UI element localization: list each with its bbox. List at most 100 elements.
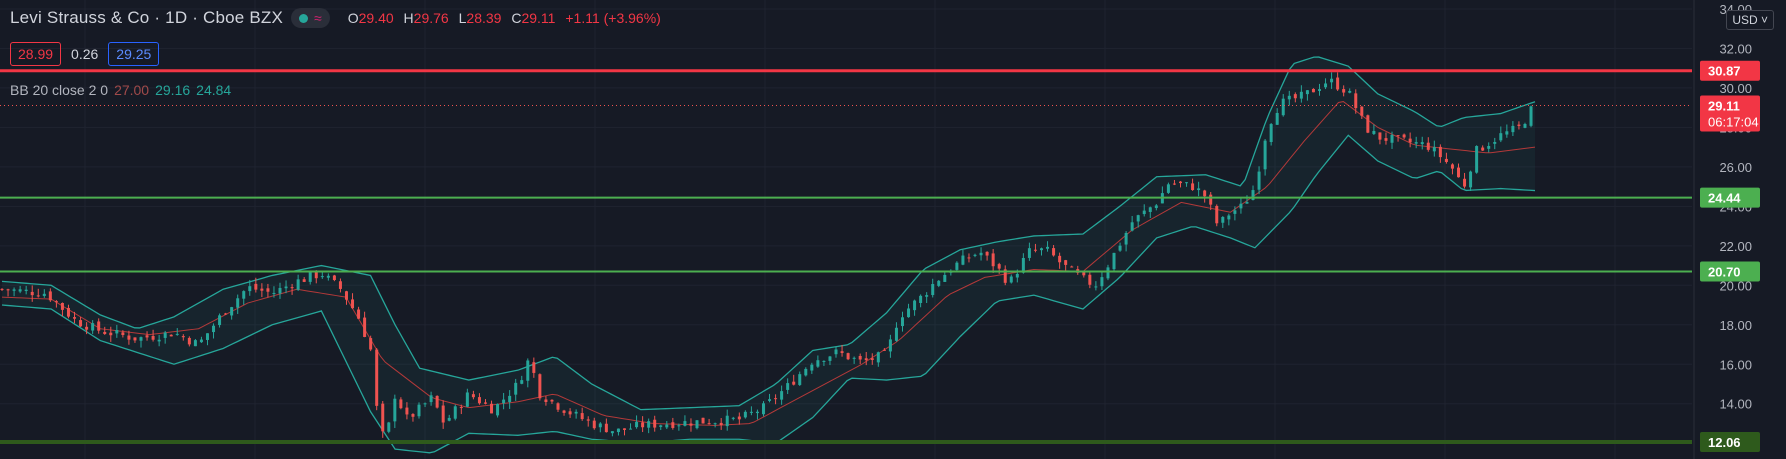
status-pill[interactable]: ≈ (291, 8, 330, 28)
candle-body (1233, 210, 1237, 214)
candle-body (308, 272, 312, 282)
candle-body (1203, 190, 1207, 197)
candle-body (1529, 106, 1533, 126)
candle-body (1463, 178, 1467, 187)
candle-body (1100, 277, 1104, 287)
candle-body (1438, 146, 1442, 158)
currency-select[interactable]: USD ˅ (1726, 10, 1774, 30)
candle-body (1221, 217, 1225, 223)
candle-body (1251, 190, 1255, 200)
candle-body (115, 330, 119, 334)
candle-body (411, 414, 415, 417)
candle-body (556, 403, 560, 410)
candle-body (296, 279, 300, 290)
candle-body (1191, 183, 1195, 191)
candle-body (453, 406, 457, 419)
candle-body (629, 428, 633, 430)
candle-body (1517, 124, 1521, 126)
candle-body (1505, 131, 1509, 135)
candle-body (465, 392, 469, 407)
candle-body (1039, 248, 1043, 251)
candle-body (1396, 135, 1400, 137)
price-tag: 24.44 (1708, 191, 1741, 206)
candle-body (967, 257, 971, 259)
candle-body (1197, 188, 1201, 191)
candle-body (1414, 142, 1418, 144)
candle-body (139, 337, 143, 341)
ohlc-readout: O29.40 H29.76 L28.39 C29.11 +1.11 (+3.96… (348, 10, 667, 26)
candle-body (1456, 167, 1460, 178)
candle-body (471, 394, 475, 398)
candle-body (236, 298, 240, 308)
candle-body (1094, 286, 1098, 288)
candle-body (73, 317, 77, 319)
candle-body (568, 411, 572, 415)
buy-button[interactable]: 29.25 (108, 42, 160, 66)
candle-body (973, 254, 977, 256)
bb-basis-value: 27.00 (114, 82, 150, 98)
candle-body (1064, 260, 1068, 265)
open-value: 29.40 (358, 10, 394, 26)
indicator-name: BB 20 close 2 0 (10, 82, 109, 98)
candle-body (846, 353, 850, 360)
candle-body (1142, 210, 1146, 215)
candle-body (284, 286, 288, 289)
candle-body (272, 292, 276, 294)
candle-body (985, 251, 989, 256)
candle-body (1124, 232, 1128, 245)
low-label: L (458, 10, 467, 26)
candle-body (695, 420, 699, 429)
candle-body (320, 276, 324, 278)
candle-body (1281, 98, 1285, 116)
candle-body (163, 332, 167, 338)
candle-body (1324, 83, 1328, 88)
candle-body (852, 357, 856, 359)
candle-body (91, 323, 95, 331)
candle-body (1354, 93, 1358, 109)
candle-body (405, 407, 409, 415)
candle-body (1166, 184, 1170, 193)
candle-body (477, 397, 481, 404)
candle-body (1058, 255, 1062, 263)
candle-body (278, 287, 282, 294)
candle-body (79, 320, 83, 327)
last-price-tag-countdown: 06:17:04 (1708, 114, 1759, 129)
candle-body (1293, 94, 1297, 99)
candle-body (254, 283, 258, 290)
candle-body (834, 349, 838, 355)
close-label: C (511, 10, 522, 26)
bb-lower-value: 24.84 (196, 82, 232, 98)
high-label: H (403, 10, 414, 26)
candle-body (1178, 181, 1182, 184)
candle-body (1070, 266, 1074, 268)
candle-body (103, 331, 107, 334)
symbol-title[interactable]: Levi Strauss & Co · 1D · Cboe BZX (10, 8, 284, 27)
candle-body (610, 431, 614, 434)
candle-body (671, 422, 675, 428)
candle-body (1118, 245, 1122, 251)
candle-body (943, 274, 947, 282)
sell-button[interactable]: 28.99 (10, 42, 62, 66)
candle-body (1263, 140, 1267, 170)
candle-body (870, 358, 874, 360)
candle-body (979, 252, 983, 256)
candle-body (1348, 90, 1352, 93)
price-tag: 20.70 (1708, 264, 1741, 279)
bollinger-legend[interactable]: BB 20 close 2 0 27.00 29.16 24.84 (10, 82, 231, 98)
candle-body (496, 404, 500, 416)
candle-body (351, 299, 355, 309)
candle-body (1239, 203, 1243, 209)
y-tick-label: 26.00 (1719, 160, 1752, 175)
candle-body (961, 255, 965, 265)
candle-body (508, 395, 512, 403)
candle-body (780, 391, 784, 400)
bb-basis-line (1, 101, 1536, 426)
candle-body (1475, 146, 1479, 173)
candle-body (1420, 142, 1424, 145)
candle-body (532, 362, 536, 373)
candle-body (417, 404, 421, 417)
candle-body (109, 332, 113, 336)
candle-body (1052, 248, 1056, 256)
candle-body (1511, 125, 1515, 133)
